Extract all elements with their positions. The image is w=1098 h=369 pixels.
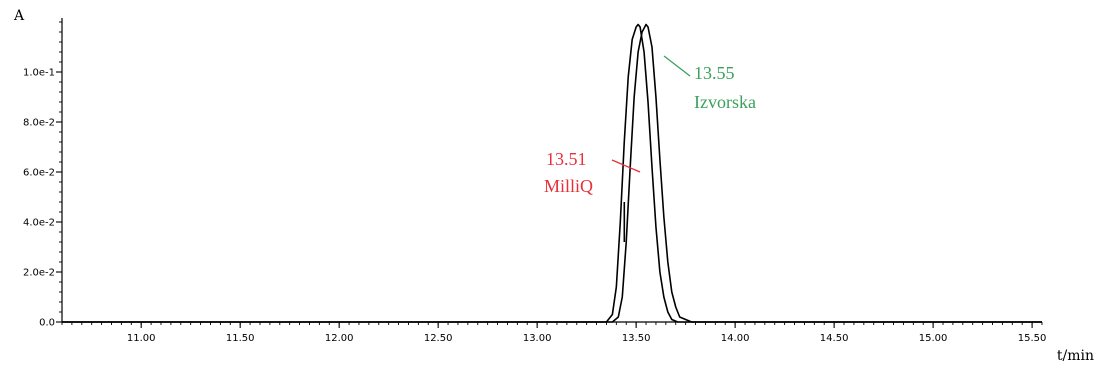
x-tick-label: 14.00 [721, 333, 750, 344]
x-tick-label: 15.00 [919, 333, 948, 344]
annotation-milliq-leader [611, 159, 641, 173]
x-tick-label: 15.50 [1018, 333, 1047, 344]
axes: 11.00 11.50 12.00 12.50 13.00 13.50 14.00 14.50… [23, 18, 1046, 344]
y-tick-label: 8.0e-2 [23, 118, 55, 129]
y-major-ticks: 0.0 2.0e-2 4.0e-2 6.0e-2 8.0e-2 1.0e-1 [23, 68, 62, 329]
y-tick-label: 4.0e-2 [23, 218, 55, 229]
x-axis-label: t/min [1057, 348, 1094, 364]
annotation-milliq-label: MilliQ [544, 176, 593, 196]
x-tick-label: 11.00 [127, 333, 156, 344]
y-tick-label: 6.0e-2 [23, 168, 55, 179]
chromatogram-trace-1 [62, 23, 1042, 323]
y-tick-label: 2.0e-2 [23, 268, 55, 279]
annotation-izvorska-time: 13.55 [694, 63, 735, 83]
x-major-ticks: 11.00 11.50 12.00 12.50 13.00 13.50 14.00 14.50… [127, 322, 1047, 344]
x-tick-label: 12.50 [424, 333, 453, 344]
y-tick-label: 1.0e-1 [23, 68, 55, 79]
annotation-izvorska-label: Izvorska [694, 92, 756, 112]
annotation-izvorska-leader [663, 55, 691, 77]
x-tick-label: 12.00 [325, 333, 354, 344]
x-tick-label: 13.50 [622, 333, 651, 344]
x-tick-label: 13.00 [523, 333, 552, 344]
y-tick-label: 0.0 [39, 318, 55, 329]
series-layer [62, 23, 1042, 323]
y-axis-label: A [13, 8, 25, 24]
x-tick-label: 11.50 [226, 333, 255, 344]
annotation-milliq-time: 13.51 [546, 149, 587, 169]
chromatogram-trace-2 [62, 23, 1042, 323]
x-tick-label: 14.50 [820, 333, 849, 344]
annotation-layer: 13.51 MilliQ 13.55 Izvorska [544, 55, 756, 196]
